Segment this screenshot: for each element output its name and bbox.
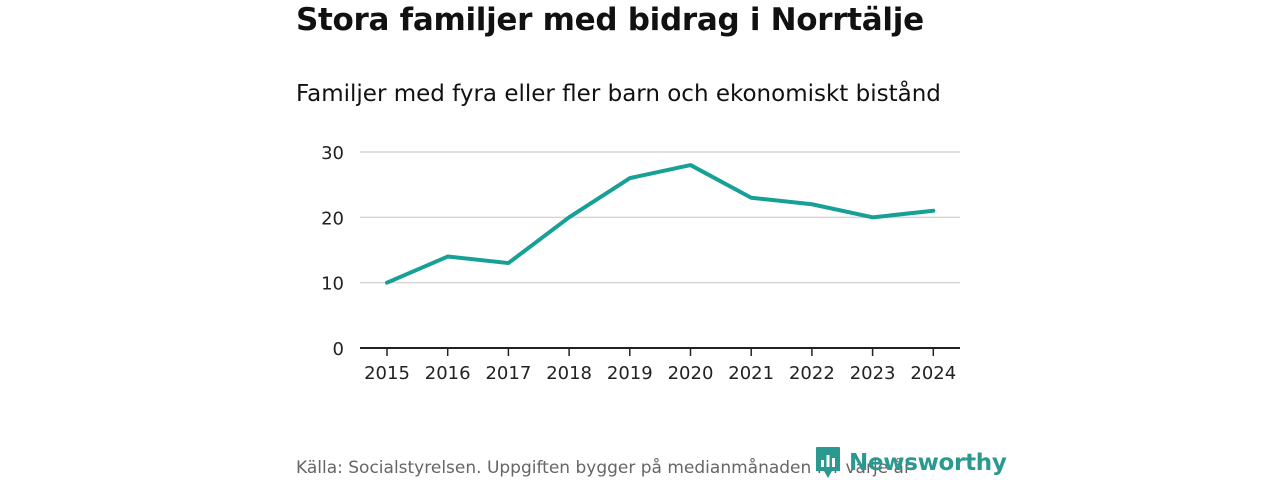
x-tick-label: 2017 bbox=[485, 363, 531, 384]
x-tick-label: 2024 bbox=[910, 363, 956, 384]
x-tick-label: 2023 bbox=[850, 363, 896, 384]
newsworthy-logo-icon bbox=[816, 447, 840, 478]
x-tick-label: 2022 bbox=[789, 363, 835, 384]
x-tick-label: 2020 bbox=[668, 363, 714, 384]
x-tick-label: 2018 bbox=[546, 363, 592, 384]
series-line bbox=[385, 163, 936, 285]
y-tick-label: 20 bbox=[321, 208, 344, 229]
chart-title: Stora familjer med bidrag i Norrtälje bbox=[296, 2, 924, 38]
x-tick-label: 2019 bbox=[607, 363, 653, 384]
x-tick-label: 2016 bbox=[425, 363, 471, 384]
x-tick-label: 2021 bbox=[728, 363, 774, 384]
y-tick-label: 10 bbox=[321, 274, 344, 295]
x-tick-label: 2015 bbox=[364, 363, 410, 384]
chart-subtitle: Familjer med fyra eller fler barn och ek… bbox=[296, 81, 941, 107]
brand-logo: Newsworthy bbox=[815, 446, 1007, 480]
brand-name: Newsworthy bbox=[849, 450, 1007, 476]
source-note: Källa: Socialstyrelsen. Uppgiften bygger… bbox=[296, 458, 911, 478]
y-tick-label: 30 bbox=[321, 143, 344, 164]
y-tick-label: 0 bbox=[333, 339, 344, 360]
